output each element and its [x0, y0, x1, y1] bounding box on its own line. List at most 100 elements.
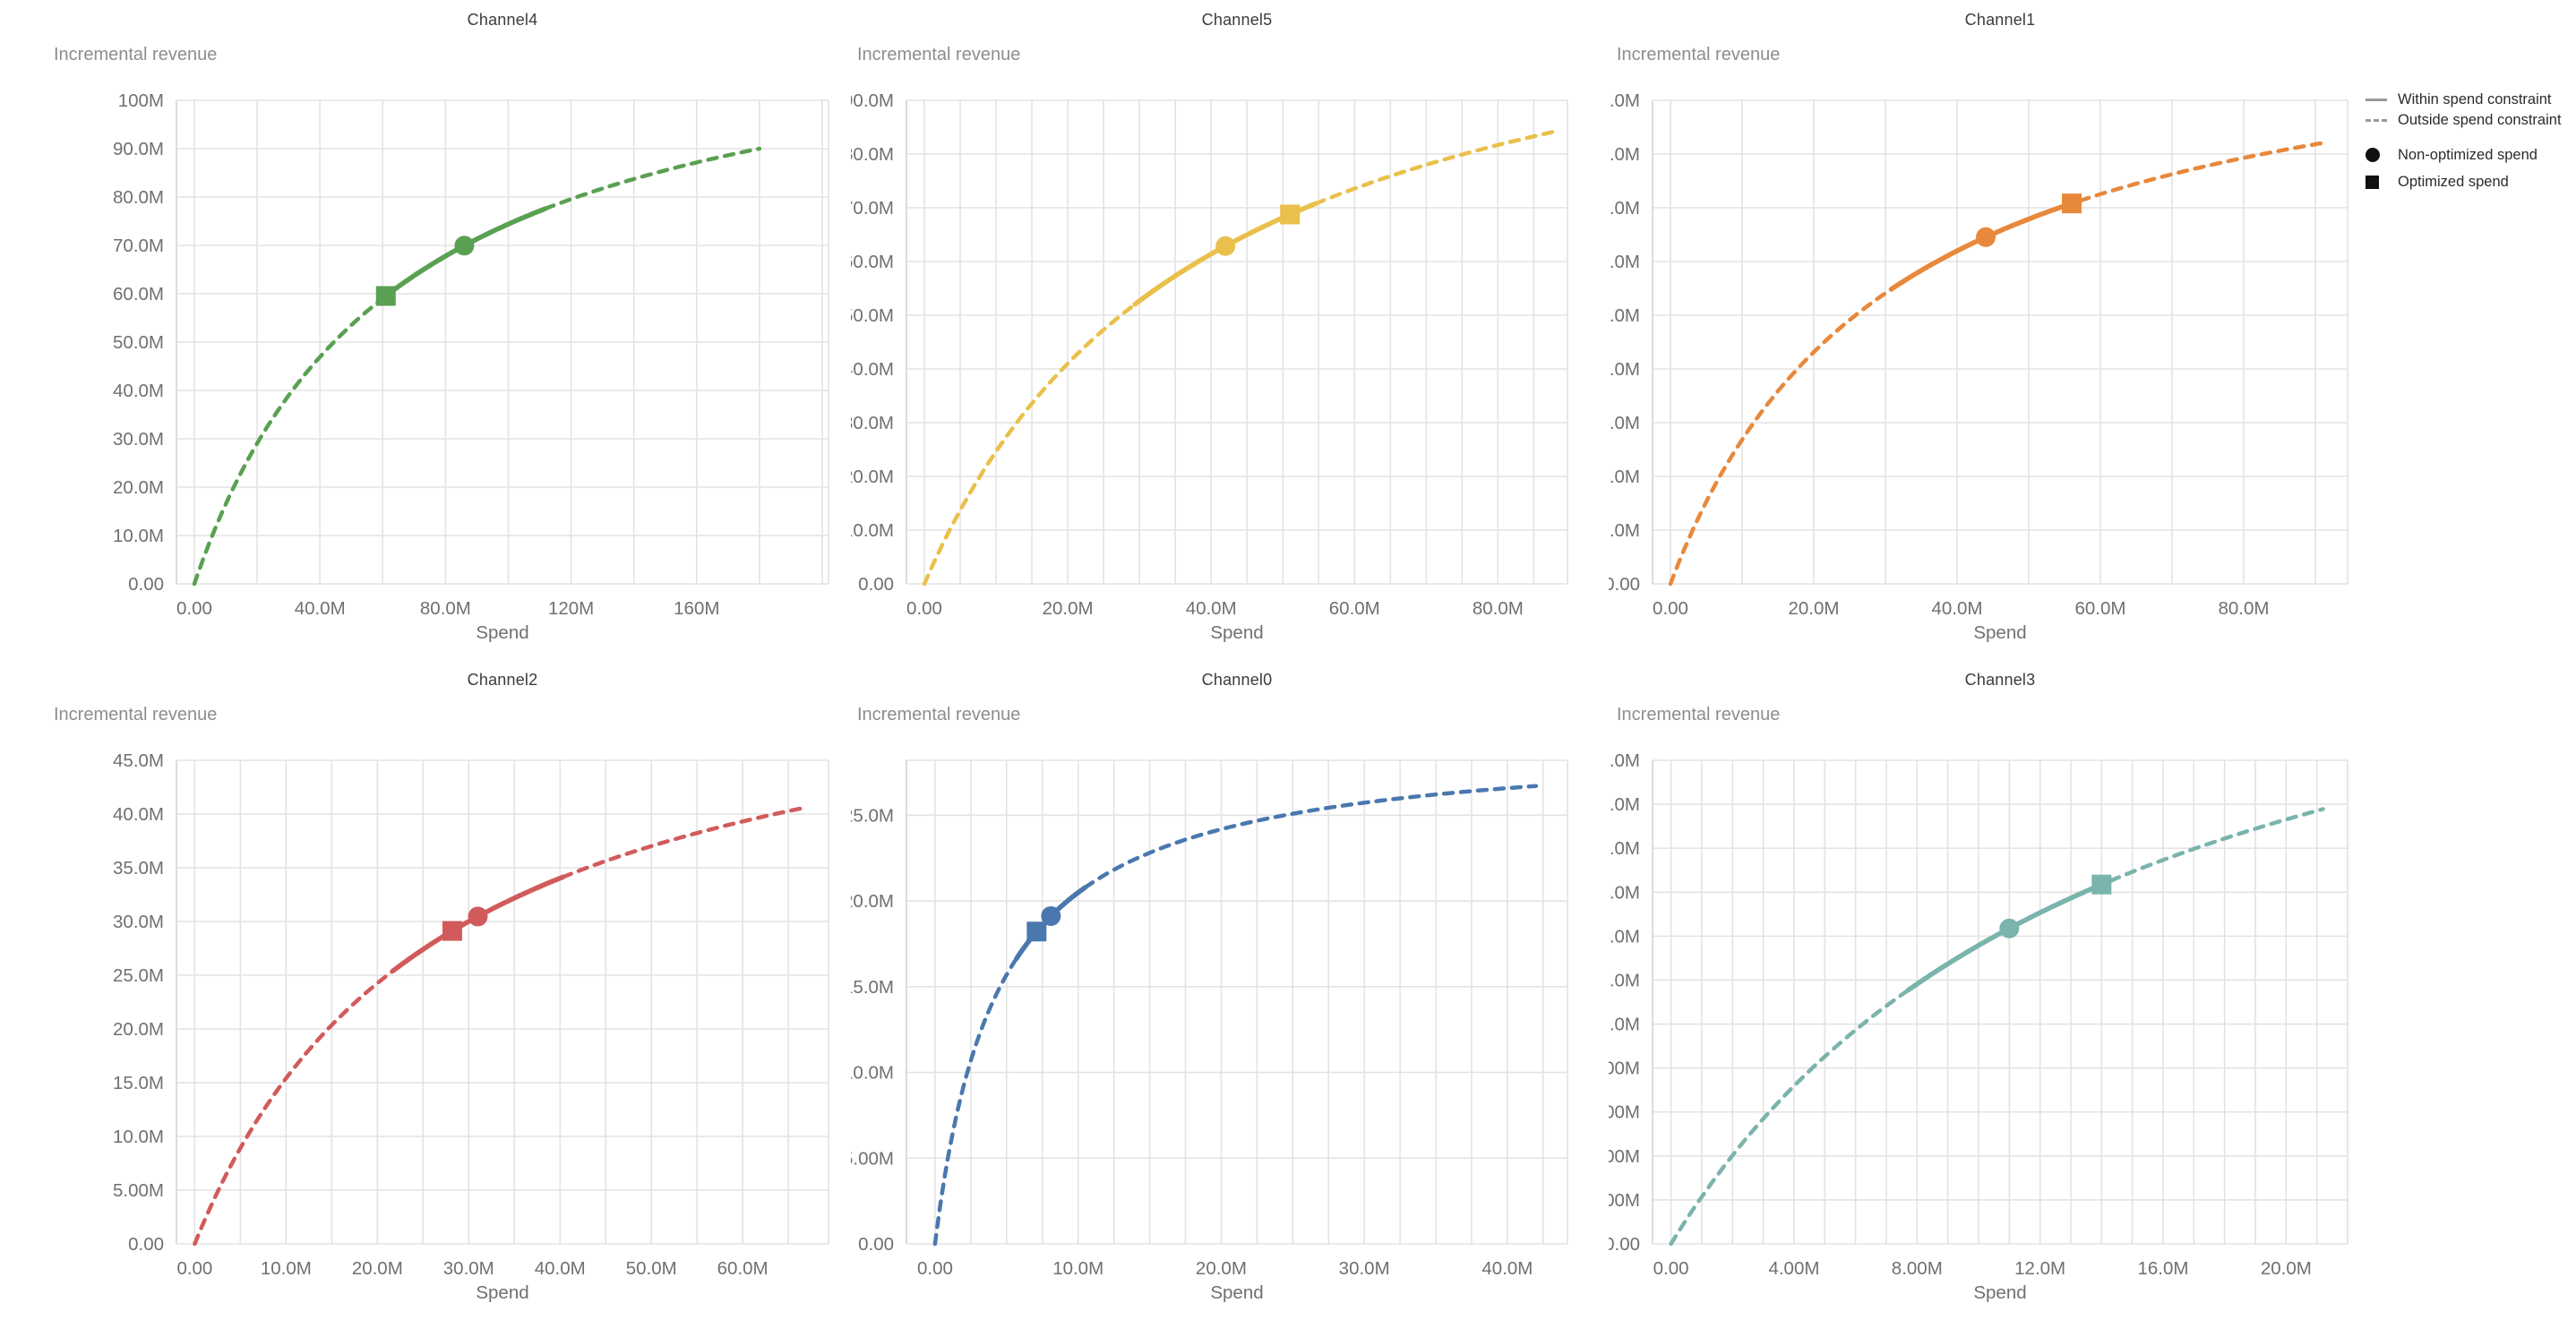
y-tick-label: 0.00: [128, 1234, 164, 1255]
plot-canvas-channel2[interactable]: 0.00 5.00M 10.0M 15.0M 20.0M 25.0M 30.0M 35.0M 4…: [0, 660, 851, 1320]
optimized-spend-marker[interactable]: [1280, 204, 1301, 225]
x-tick-label: 12.0M: [2014, 1258, 2065, 1279]
curve-outside-constraint[interactable]: [1313, 129, 1558, 206]
x-tick-label: 10.0M: [1052, 1258, 1103, 1279]
non-optimized-spend-marker[interactable]: [1041, 905, 1061, 926]
plot-canvas-channel3[interactable]: 0.00 2.00M 4.00M 6.00M 8.00M 10.0M 12.0M 14.0M 1…: [1609, 660, 2576, 1320]
x-axis-title: Spend: [1973, 1282, 2026, 1303]
curve-outside-constraint[interactable]: [932, 956, 1019, 1247]
non-optimized-spend-marker[interactable]: [1999, 918, 2020, 939]
legend-label: Within spend constraint: [2398, 91, 2552, 107]
curve-outside-constraint[interactable]: [193, 968, 395, 1247]
plot-canvas-channel5[interactable]: 0.00 10.0M 20.0M 30.0M 40.0M 50.0M 60.0M 70.0M 8…: [851, 0, 1609, 660]
y-tick-label: 90.0M: [113, 139, 164, 159]
x-tick-label: 0.00: [176, 598, 212, 619]
y-tick-label: 50.0M: [851, 305, 894, 326]
circle-marker-icon: [2366, 148, 2389, 162]
y-tick-label: 22.0M: [1609, 750, 1640, 771]
x-tick-label: 60.0M: [717, 1258, 769, 1279]
y-tick-label: 40.0M: [851, 359, 894, 380]
legend-item-non-optimized: Non-optimized spend: [2366, 141, 2576, 168]
y-tick-label: 10.0M: [1609, 520, 1640, 541]
y-tick-label: 5.00M: [113, 1180, 164, 1201]
y-tick-label: 5.00M: [851, 1148, 894, 1169]
x-tick-label: 30.0M: [443, 1258, 494, 1279]
y-tick-label: 45.0M: [113, 750, 164, 771]
curve-outside-constraint[interactable]: [543, 146, 762, 211]
optimized-spend-marker[interactable]: [2091, 874, 2112, 895]
chart-cell-channel3: 0.00 2.00M 4.00M 6.00M 8.00M 10.0M 12.0M 14.0M 1…: [1609, 660, 2576, 1320]
x-tick-label: 160M: [674, 598, 719, 619]
x-tick-label: 0.00: [917, 1258, 953, 1279]
y-tick-label: 15.0M: [851, 977, 894, 998]
chart-cell-channel2: 0.00 5.00M 10.0M 15.0M 20.0M 25.0M 30.0M 35.0M 4…: [0, 660, 851, 1320]
curve-outside-constraint[interactable]: [1669, 988, 1911, 1247]
y-tick-label: 90.0M: [851, 90, 894, 111]
dashed-line-icon: [2366, 119, 2389, 122]
y-tick-label: 10.0M: [851, 1063, 894, 1084]
plot-canvas-channel4[interactable]: 0.00 10.0M 20.0M 30.0M 40.0M 50.0M 60.0M 70.0M 8…: [0, 0, 851, 660]
curve-outside-constraint[interactable]: [2108, 807, 2325, 883]
y-tick-label: 25.0M: [113, 965, 164, 986]
chart-title: Channel3: [1964, 671, 2036, 689]
plot-canvas-channel0[interactable]: 0.00 5.00M 10.0M 15.0M 20.0M 25.0M 0.00 10.0M 20…: [851, 660, 1609, 1320]
y-axis-title: Incremental revenue: [1617, 705, 1781, 724]
x-tick-label: 4.00M: [1768, 1258, 1819, 1279]
y-tick-label: 20.0M: [1609, 794, 1640, 815]
non-optimized-spend-marker[interactable]: [1976, 227, 1996, 247]
curve-outside-constraint[interactable]: [922, 302, 1138, 587]
y-tick-label: 10.0M: [851, 520, 894, 541]
x-tick-label: 0.00: [176, 1258, 212, 1279]
y-tick-label: 80.0M: [1609, 144, 1640, 165]
optimized-spend-marker[interactable]: [1026, 921, 1047, 942]
curve-outside-constraint[interactable]: [1668, 287, 1893, 587]
y-axis-title: Incremental revenue: [54, 45, 218, 64]
y-axis-title: Incremental revenue: [1617, 45, 1781, 64]
chart-title: Channel2: [467, 671, 538, 689]
y-tick-label: 40.0M: [113, 381, 164, 401]
x-tick-label: 60.0M: [2075, 598, 2126, 619]
y-axis-title: Incremental revenue: [857, 45, 1021, 64]
non-optimized-spend-marker[interactable]: [1215, 236, 1236, 256]
optimized-spend-marker[interactable]: [2062, 193, 2082, 214]
chart-cell-channel5: 0.00 10.0M 20.0M 30.0M 40.0M 50.0M 60.0M 70.0M 8…: [851, 0, 1609, 660]
plot-canvas-channel1[interactable]: 0.00 10.0M 20.0M 30.0M 40.0M 50.0M 60.0M 70.0M 8…: [1609, 0, 2576, 660]
x-axis-title: Spend: [476, 1282, 528, 1303]
legend-item-outside-constraint: Outside spend constraint: [2366, 110, 2576, 131]
x-tick-label: 0.00: [1653, 1258, 1689, 1279]
legend: Within spend constraint Outside spend co…: [2366, 90, 2576, 195]
y-tick-label: 6.00M: [1609, 1102, 1640, 1123]
y-tick-label: 4.00M: [1609, 1146, 1640, 1167]
y-tick-label: 16.0M: [1609, 882, 1640, 903]
y-tick-label: 2.00M: [1609, 1190, 1640, 1211]
x-tick-label: 0.00: [906, 598, 942, 619]
x-tick-label: 0.00: [1653, 598, 1688, 619]
curve-outside-constraint[interactable]: [192, 296, 386, 587]
y-axis-title: Incremental revenue: [54, 705, 218, 724]
y-tick-label: 25.0M: [851, 805, 894, 826]
non-optimized-spend-marker[interactable]: [468, 906, 488, 927]
y-tick-label: 20.0M: [851, 891, 894, 912]
legend-label: Optimized spend: [2398, 173, 2509, 190]
legend-item-within-constraint: Within spend constraint: [2366, 90, 2576, 110]
chart-title: Channel1: [1964, 11, 2036, 29]
y-tick-label: 60.0M: [1609, 252, 1640, 272]
x-tick-label: 30.0M: [1339, 1258, 1390, 1279]
y-tick-label: 35.0M: [113, 858, 164, 879]
y-tick-label: 60.0M: [113, 284, 164, 304]
curve-outside-constraint[interactable]: [1083, 784, 1539, 890]
curve-outside-constraint[interactable]: [561, 805, 809, 879]
y-tick-label: 10.0M: [113, 526, 164, 546]
square-marker-icon: [2366, 175, 2389, 189]
y-tick-label: 30.0M: [1609, 413, 1640, 433]
y-tick-label: 40.0M: [1609, 359, 1640, 380]
y-tick-label: 20.0M: [113, 477, 164, 498]
non-optimized-spend-marker[interactable]: [454, 236, 475, 256]
legend-item-optimized: Optimized spend: [2366, 168, 2576, 195]
y-tick-label: 70.0M: [1609, 198, 1640, 219]
optimized-spend-marker[interactable]: [375, 286, 396, 306]
optimized-spend-marker[interactable]: [442, 921, 462, 941]
x-tick-label: 16.0M: [2137, 1258, 2188, 1279]
curve-outside-constraint[interactable]: [2078, 141, 2325, 203]
